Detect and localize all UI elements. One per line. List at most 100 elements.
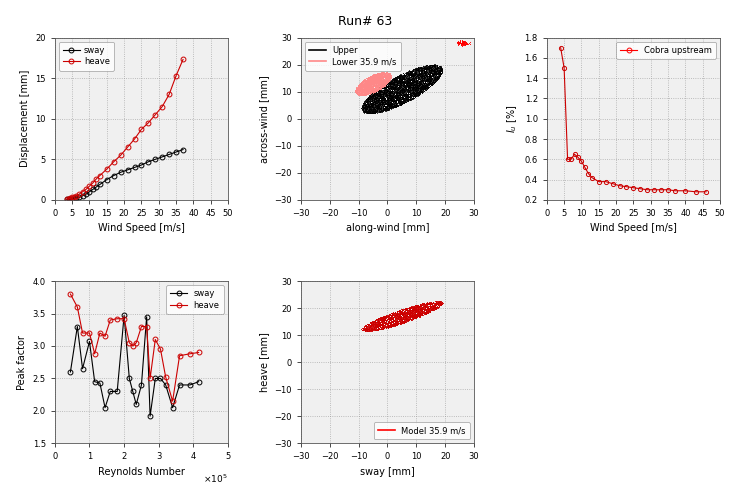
Point — [427, 306, 439, 314]
Point — [371, 105, 383, 113]
Point — [390, 310, 401, 318]
Point — [373, 75, 385, 83]
Point — [429, 67, 441, 75]
Point — [396, 314, 408, 322]
Point — [378, 77, 390, 85]
Point — [403, 95, 414, 103]
Point — [363, 86, 374, 94]
Point — [361, 324, 373, 332]
Point — [365, 325, 376, 333]
Point — [425, 300, 437, 308]
Point — [357, 80, 368, 88]
Point — [415, 64, 427, 72]
Point — [404, 82, 415, 90]
Point — [375, 98, 387, 106]
Point — [435, 62, 447, 70]
Point — [358, 323, 370, 331]
Point — [406, 79, 417, 87]
Point — [364, 79, 376, 87]
Point — [414, 86, 425, 94]
Point — [360, 76, 372, 84]
Point — [364, 83, 376, 91]
Point — [359, 108, 371, 116]
Point — [381, 313, 393, 321]
Point — [374, 103, 386, 111]
Point — [352, 86, 363, 94]
Point — [412, 83, 424, 91]
Point — [398, 92, 410, 100]
Point — [376, 89, 387, 97]
Point — [386, 85, 398, 93]
Point — [355, 84, 367, 92]
Point — [377, 78, 389, 86]
Point — [372, 318, 384, 326]
Point — [384, 81, 395, 89]
Point — [367, 87, 379, 95]
Point — [413, 80, 425, 88]
Point — [385, 321, 397, 329]
Point — [392, 310, 404, 318]
Point — [398, 80, 409, 88]
Point — [374, 83, 386, 91]
Point — [398, 315, 409, 323]
Point — [430, 74, 442, 82]
Point — [416, 64, 428, 72]
Point — [374, 74, 385, 82]
Point — [358, 80, 370, 88]
Point — [376, 94, 387, 102]
Point — [379, 77, 390, 85]
Point — [423, 75, 434, 83]
Point — [395, 92, 407, 100]
Point — [370, 70, 382, 78]
Point — [371, 78, 382, 86]
Point — [452, 38, 463, 46]
Text: Run# 63: Run# 63 — [338, 15, 393, 28]
Point — [385, 91, 396, 99]
Point — [372, 79, 384, 87]
Point — [424, 77, 436, 85]
Point — [406, 81, 417, 89]
Point — [382, 323, 393, 331]
Point — [366, 74, 377, 82]
Point — [411, 77, 423, 85]
Point — [394, 308, 406, 316]
Point — [407, 83, 419, 91]
Point — [379, 321, 391, 329]
Point — [384, 93, 395, 101]
Point — [393, 310, 405, 318]
Point — [369, 87, 381, 95]
Point — [408, 313, 420, 321]
Point — [400, 96, 412, 104]
Point — [379, 100, 391, 108]
Point — [394, 306, 406, 314]
Point — [452, 38, 463, 46]
Point — [429, 62, 441, 70]
Point — [408, 90, 420, 98]
Point — [395, 315, 406, 323]
Point — [360, 98, 371, 106]
Point — [383, 312, 395, 320]
Point — [401, 79, 413, 87]
Point — [394, 88, 406, 96]
Point — [413, 83, 425, 91]
Point — [426, 307, 438, 315]
Point — [452, 39, 463, 47]
Point — [368, 324, 379, 332]
Point — [393, 82, 405, 90]
Point — [395, 93, 407, 101]
Point — [422, 83, 433, 91]
heave — [186, 351, 194, 357]
Point — [406, 95, 418, 103]
Point — [424, 68, 436, 76]
Point — [382, 315, 394, 323]
Point — [385, 78, 396, 86]
Point — [397, 86, 409, 94]
Point — [429, 67, 441, 75]
Point — [389, 75, 401, 83]
Point — [379, 84, 390, 92]
Point — [366, 101, 377, 109]
Point — [374, 314, 386, 322]
Point — [371, 82, 383, 90]
Point — [375, 84, 387, 92]
Point — [402, 82, 414, 90]
